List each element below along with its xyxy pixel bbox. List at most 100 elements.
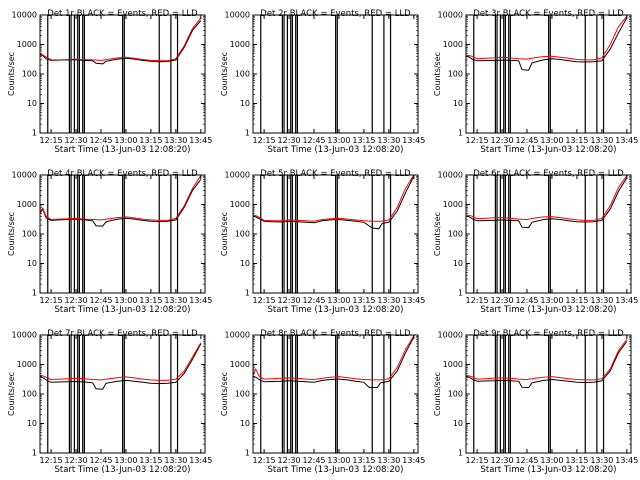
x-tick-label: 13:30 — [377, 456, 400, 465]
y-tick-label: 10 — [240, 419, 250, 428]
x-axis-label: Start Time (13-Jun-03 12:08:20) — [268, 465, 404, 475]
x-tick-label: 13:45 — [189, 456, 212, 465]
y-tick-label: 1000 — [443, 360, 463, 369]
y-tick-label: 10000 — [438, 331, 463, 340]
x-tick-label: 13:15 — [139, 136, 162, 145]
x-tick-label: 13:15 — [565, 136, 588, 145]
x-tick-label: 12:15 — [466, 296, 489, 305]
x-tick-label: 12:30 — [491, 296, 514, 305]
x-axis-label: Start Time (13-Jun-03 12:08:20) — [268, 145, 404, 155]
y-tick-label: 10 — [27, 259, 37, 268]
y-tick-label: 1000 — [230, 40, 250, 49]
y-axis-label: Counts/sec — [433, 372, 442, 416]
y-tick-label: 100 — [448, 230, 463, 239]
x-tick-label: 12:45 — [515, 456, 538, 465]
x-tick-label: 13:00 — [540, 296, 563, 305]
x-tick-label: 13:30 — [164, 296, 187, 305]
x-tick-label: 12:30 — [491, 136, 514, 145]
x-tick-label: 13:15 — [139, 296, 162, 305]
series-group — [253, 335, 415, 389]
x-tick-label: 12:45 — [515, 296, 538, 305]
y-tick-label: 1 — [458, 289, 463, 298]
x-tick-label: 13:45 — [402, 136, 425, 145]
x-tick-label: 13:45 — [189, 136, 212, 145]
y-tick-label: 100 — [448, 390, 463, 399]
x-tick-label: 13:00 — [327, 136, 350, 145]
x-axis-label: Start Time (13-Jun-03 12:08:20) — [481, 305, 617, 315]
y-tick-label: 10 — [453, 419, 463, 428]
y-tick-label: 1 — [458, 129, 463, 138]
series-group — [466, 175, 628, 229]
event-markers — [47, 335, 179, 453]
y-tick-label: 1000 — [443, 40, 463, 49]
x-tick-label: 13:45 — [615, 456, 638, 465]
lld-series-line — [253, 175, 415, 222]
y-axis-label: Counts/sec — [220, 372, 229, 416]
event-markers — [473, 335, 605, 453]
x-axis-label: Start Time (13-Jun-03 12:08:20) — [55, 145, 191, 155]
lld-series-line — [466, 339, 628, 381]
x-tick-label: 12:45 — [302, 456, 325, 465]
chart-title: Det 5r BLACK = Events, RED = LLD — [260, 169, 411, 179]
y-tick-label: 1 — [245, 289, 250, 298]
x-tick-label: 12:45 — [89, 296, 112, 305]
chart-panel-6: 1 10 100 1000 10000 12:15 12:30 12:45 13:00 13:15… — [433, 169, 638, 315]
y-tick-label: 10000 — [12, 11, 37, 20]
chart-panel-1: 1 10 100 1000 10000 12:15 12:30 12:45 13:00 13:15… — [7, 9, 212, 155]
events-series-line — [466, 177, 628, 229]
y-tick-label: 100 — [235, 230, 250, 239]
x-tick-label: 12:30 — [65, 456, 88, 465]
x-tick-label: 13:45 — [615, 296, 638, 305]
chart-title: Det 8r BLACK = Events, RED = LLD — [260, 329, 411, 339]
lld-series-line — [40, 342, 202, 381]
y-tick-label: 1 — [32, 449, 37, 458]
x-axis-label: Start Time (13-Jun-03 12:08:20) — [268, 305, 404, 315]
x-tick-label: 13:15 — [139, 456, 162, 465]
chart-panel-8: 1 10 100 1000 10000 12:15 12:30 12:45 13:00 13:15… — [220, 329, 425, 475]
x-tick-label: 13:45 — [615, 136, 638, 145]
chart-title: Det 7r BLACK = Events, RED = LLD — [47, 329, 198, 339]
y-axis-label: Counts/sec — [433, 212, 442, 256]
events-series-line — [466, 17, 628, 71]
y-axis-label: Counts/sec — [220, 212, 229, 256]
event-markers — [260, 175, 392, 293]
chart-panel-3: 1 10 100 1000 10000 12:15 12:30 12:45 13:00 13:15… — [433, 9, 638, 155]
y-tick-label: 1000 — [17, 360, 37, 369]
y-tick-label: 1 — [245, 129, 250, 138]
chart-panel-9: 1 10 100 1000 10000 12:15 12:30 12:45 13:00 13:15… — [433, 329, 638, 475]
events-series-line — [466, 341, 628, 389]
x-tick-label: 12:45 — [89, 456, 112, 465]
lld-series-line — [40, 17, 202, 62]
y-tick-label: 100 — [448, 70, 463, 79]
y-tick-label: 1 — [245, 449, 250, 458]
x-tick-label: 12:30 — [65, 296, 88, 305]
chart-title: Det 3r BLACK = Events, RED = LLD — [473, 9, 624, 19]
series-group — [253, 175, 415, 230]
x-tick-label: 12:15 — [466, 136, 489, 145]
x-tick-label: 13:45 — [189, 296, 212, 305]
series-group — [40, 17, 202, 65]
event-markers — [260, 335, 392, 453]
lld-series-line — [253, 335, 415, 381]
series-group — [40, 342, 202, 390]
chart-panel-7: 1 10 100 1000 10000 12:15 12:30 12:45 13:00 13:15… — [7, 329, 212, 475]
y-tick-label: 1 — [32, 129, 37, 138]
event-markers — [473, 175, 605, 293]
x-tick-label: 13:30 — [377, 136, 400, 145]
x-tick-label: 13:00 — [327, 456, 350, 465]
x-tick-label: 13:00 — [114, 136, 137, 145]
y-tick-label: 10 — [240, 99, 250, 108]
chart-panel-4: 1 10 100 1000 10000 12:15 12:30 12:45 13:00 13:15… — [7, 169, 212, 315]
lld-series-line — [466, 175, 628, 221]
x-tick-label: 13:00 — [540, 456, 563, 465]
x-tick-label: 12:15 — [466, 456, 489, 465]
x-tick-label: 12:30 — [278, 296, 301, 305]
y-tick-label: 10000 — [438, 171, 463, 180]
x-tick-label: 12:15 — [253, 136, 276, 145]
x-tick-label: 13:00 — [327, 296, 350, 305]
y-tick-label: 10000 — [12, 171, 37, 180]
y-tick-label: 1000 — [17, 200, 37, 209]
x-axis-label: Start Time (13-Jun-03 12:08:20) — [55, 305, 191, 315]
x-tick-label: 12:45 — [89, 136, 112, 145]
event-markers — [47, 175, 179, 293]
